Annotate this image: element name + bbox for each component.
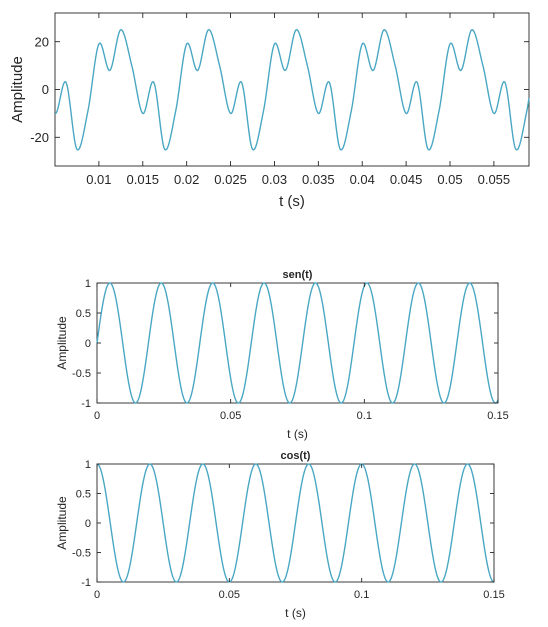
y-tick-label: 1 <box>85 459 91 471</box>
x-tick-label: 0.045 <box>390 172 423 187</box>
series-line <box>96 463 495 583</box>
chart-title: cos(t) <box>281 450 311 462</box>
x-tick-label: 0.1 <box>357 410 372 422</box>
chart-3: 0 0.05 0.1 0.15 1 0.5 0 -0.5 -1 t (s) Amplitude cos… <box>55 450 505 620</box>
series-line <box>54 28 530 151</box>
y-tick-label: 0 <box>42 82 49 97</box>
x-tick-label: 0.025 <box>214 172 247 187</box>
x-tick-label: 0.01 <box>86 172 111 187</box>
x-tick-label: 0.055 <box>478 172 511 187</box>
y-tick-label: -20 <box>30 130 49 145</box>
x-tick-label: 0.05 <box>220 410 241 422</box>
chart-title: sen(t) <box>283 269 313 281</box>
y-tick-label: 20 <box>35 34 49 49</box>
x-tick-label: 0.05 <box>219 589 240 601</box>
x-tick-label: 0.15 <box>483 589 504 601</box>
y-tick-label: 0.5 <box>76 308 91 320</box>
y-tick-label: 1 <box>85 278 91 290</box>
chart-2: 0 0.05 0.1 0.15 1 0.5 0 -0.5 -1 t (s) Amplitude sen… <box>55 269 509 441</box>
chart-1: 0.01 0.015 0.02 0.025 0.03 0.035 0.04 0.045 0.05… <box>9 12 530 210</box>
y-tick-label: 0.5 <box>76 488 91 500</box>
x-tick-label: 0.1 <box>354 589 369 601</box>
y-tick-label: -1 <box>81 398 91 410</box>
x-tick-label: 0.15 <box>487 410 508 422</box>
y-tick-label: -1 <box>81 577 91 589</box>
x-tick-label: 0.015 <box>127 172 160 187</box>
y-axis-label: Amplitude <box>55 496 69 550</box>
x-tick-label: 0.02 <box>174 172 199 187</box>
y-tick-label: -0.5 <box>72 547 91 559</box>
x-axis-label: t (s) <box>287 427 308 441</box>
y-tick-label: -0.5 <box>72 368 91 380</box>
axes-box <box>54 12 530 167</box>
x-tick-label: 0 <box>94 589 100 601</box>
x-tick-label: 0 <box>94 410 100 422</box>
y-axis-label: Amplitude <box>9 56 26 123</box>
x-axis-label: t (s) <box>285 606 306 620</box>
series-line <box>96 282 499 404</box>
y-tick-label: 0 <box>85 518 91 530</box>
y-tick-label: 0 <box>85 338 91 350</box>
x-tick-label: 0.05 <box>437 172 462 187</box>
x-axis-label: t (s) <box>279 193 305 210</box>
x-tick-label: 0.04 <box>350 172 375 187</box>
x-tick-label: 0.03 <box>262 172 287 187</box>
x-tick-label: 0.035 <box>302 172 335 187</box>
y-axis-label: Amplitude <box>55 316 69 370</box>
